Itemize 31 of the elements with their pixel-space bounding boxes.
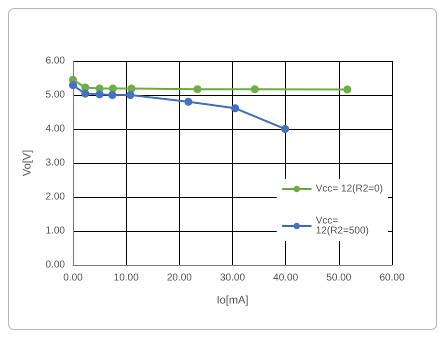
- point: [126, 91, 134, 99]
- legend-label: Vcc= 12(R2=0): [316, 184, 384, 194]
- y-tick-label: 4.00: [46, 124, 66, 134]
- point: [69, 81, 77, 90]
- y-tick-label: 0.00: [46, 260, 66, 270]
- point: [184, 98, 192, 106]
- point: [108, 84, 117, 93]
- point: [231, 104, 240, 112]
- x-tick-label: 60.00: [379, 272, 405, 284]
- point: [193, 85, 202, 94]
- x-tick-label: 50.00: [326, 272, 352, 284]
- y-tick-label: 6.00: [46, 56, 66, 66]
- y-tick-label: 2.00: [46, 192, 66, 202]
- point: [127, 84, 136, 93]
- x-tick-label: 0.00: [63, 272, 84, 284]
- x-axis-title: Io[mA]: [216, 294, 248, 306]
- y-axis-title: Vo[V]: [22, 150, 34, 176]
- x-tick-label: 10.00: [114, 272, 140, 284]
- y-tick-label: 3.00: [46, 158, 66, 168]
- point: [343, 86, 352, 94]
- x-tick-label: 40.00: [273, 272, 299, 284]
- point: [96, 90, 104, 98]
- legend-label: Vcc= 12(R2=500): [316, 216, 369, 236]
- point: [81, 90, 90, 98]
- point: [108, 91, 116, 99]
- point: [250, 85, 259, 94]
- x-tick-label: 30.00: [220, 272, 246, 284]
- y-tick-label: 1.00: [46, 226, 66, 236]
- y-tick-label: 5.00: [46, 90, 66, 100]
- point: [281, 125, 290, 133]
- x-tick-label: 20.00: [166, 272, 192, 284]
